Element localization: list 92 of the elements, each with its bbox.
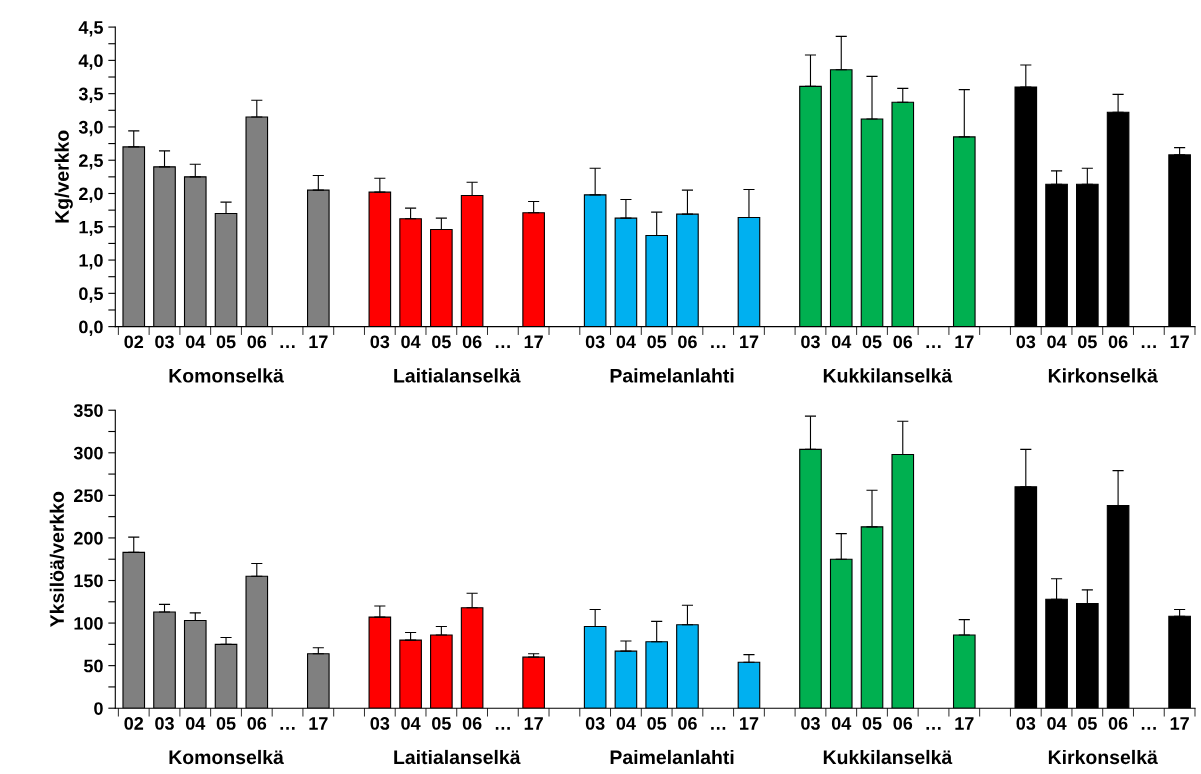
- y-tick-label: 2,5: [79, 154, 103, 170]
- y-tick-label: 150: [74, 574, 103, 588]
- y-tick-label: 0: [94, 702, 103, 715]
- x-tick-label: 02: [124, 717, 144, 730]
- x-tick-label: …: [280, 726, 295, 730]
- x-tick-label: 17: [740, 335, 759, 349]
- text: Kirkonselkä: [1048, 368, 1158, 383]
- x-tick-label: 06: [1108, 717, 1128, 730]
- x-tick-label: 06: [893, 335, 913, 349]
- x-tick-label: 03: [585, 335, 605, 349]
- x-tick-label: 17: [309, 335, 328, 349]
- x-tick-label: 02: [124, 335, 144, 349]
- x-tick-label: …: [711, 726, 726, 730]
- x-tick-label: 17: [1170, 335, 1189, 349]
- x-tick-label: …: [495, 726, 510, 730]
- x-tick-label: 06: [247, 717, 267, 730]
- x-tick-label: …: [1141, 345, 1156, 349]
- x-tick-label: …: [1141, 726, 1156, 730]
- x-tick-label: 17: [955, 335, 974, 349]
- y-tick-label: 300: [73, 446, 103, 460]
- x-tick-label: 17: [524, 335, 543, 349]
- x-tick-label: 03: [801, 335, 820, 349]
- text: Komonselkä: [169, 368, 284, 383]
- x-tick-label: …: [926, 345, 941, 349]
- text: Laitialanselkä: [394, 749, 521, 765]
- x-tick-label: 05: [862, 335, 882, 349]
- x-tick-label: …: [711, 345, 726, 349]
- x-tick-label: 04: [831, 717, 852, 730]
- y-tick-label: 1,0: [79, 254, 103, 270]
- x-tick-label: 06: [462, 717, 482, 730]
- x-tick-label: 04: [1047, 335, 1067, 349]
- x-tick-label: 04: [616, 717, 636, 730]
- y-tick-label: 3,5: [78, 87, 103, 103]
- x-tick-label: 05: [1078, 335, 1097, 349]
- text: Paimelanlahti: [610, 368, 734, 383]
- y-tick-label: 350: [73, 404, 103, 417]
- x-tick-label: 03: [370, 335, 390, 349]
- y-tick-label: 200: [74, 531, 103, 545]
- x-tick-label: 06: [462, 335, 482, 349]
- x-tick-label: 05: [432, 717, 451, 730]
- x-tick-label: 06: [893, 717, 913, 730]
- x-tick-label: 17: [1170, 717, 1189, 730]
- x-tick-label: 03: [801, 717, 820, 730]
- x-tick-label: …: [495, 345, 510, 349]
- y-axis-title: Yksilöä/verkko: [49, 491, 65, 627]
- y-tick-label: 1,5: [79, 220, 103, 237]
- y-tick-label: 4,0: [78, 54, 103, 70]
- x-tick-label: 04: [1047, 717, 1067, 730]
- y-tick-label: 100: [74, 617, 103, 630]
- x-tick-label: 05: [432, 335, 451, 349]
- x-tick-label: 03: [585, 717, 605, 730]
- x-tick-label: 05: [1078, 717, 1097, 730]
- x-tick-label: 05: [862, 717, 882, 730]
- y-tick-label: 3,0: [78, 120, 103, 137]
- x-tick-label: 17: [524, 717, 543, 730]
- x-tick-label: 03: [370, 717, 390, 730]
- x-tick-label: …: [926, 726, 941, 730]
- x-tick-label: 03: [1016, 717, 1036, 730]
- x-tick-label: 06: [678, 335, 697, 349]
- x-tick-label: 03: [1016, 335, 1036, 349]
- x-tick-label: 04: [401, 335, 421, 349]
- x-tick-label: 06: [247, 335, 267, 349]
- x-tick-label: 06: [678, 717, 697, 730]
- x-tick-label: 04: [616, 335, 636, 349]
- x-tick-label: 05: [216, 335, 236, 349]
- x-tick-label: 05: [647, 335, 667, 349]
- text: Kukkilanselkä: [823, 749, 953, 765]
- x-tick-label: 17: [740, 717, 759, 730]
- text: Laitialanselkä: [394, 368, 521, 383]
- x-tick-label: 03: [155, 335, 174, 349]
- x-tick-label: 04: [401, 717, 421, 730]
- y-tick-label: 250: [74, 489, 103, 503]
- x-tick-label: …: [280, 345, 295, 349]
- x-tick-label: 17: [309, 717, 328, 730]
- x-tick-label: 04: [831, 335, 852, 349]
- text: Komonselkä: [169, 749, 284, 765]
- x-tick-label: 06: [1108, 335, 1128, 349]
- x-tick-label: 04: [185, 335, 206, 349]
- x-tick-label: 05: [647, 717, 667, 730]
- x-tick-label: 17: [955, 717, 974, 730]
- x-tick-label: 04: [185, 717, 206, 730]
- x-tick-label: 05: [216, 717, 236, 730]
- x-tick-label: 03: [155, 717, 174, 730]
- y-axis-title: Kg/verkko: [54, 130, 73, 223]
- y-tick-label: 50: [83, 659, 103, 673]
- text: Kirkonselkä: [1048, 749, 1158, 765]
- text: Kukkilanselkä: [823, 368, 953, 383]
- y-tick-label: 4,5: [78, 21, 103, 37]
- y-tick-label: 0,0: [79, 320, 103, 336]
- y-tick-label: 2,0: [79, 187, 103, 203]
- y-tick-label: 0,5: [79, 287, 103, 303]
- text: Paimelanlahti: [610, 749, 734, 765]
